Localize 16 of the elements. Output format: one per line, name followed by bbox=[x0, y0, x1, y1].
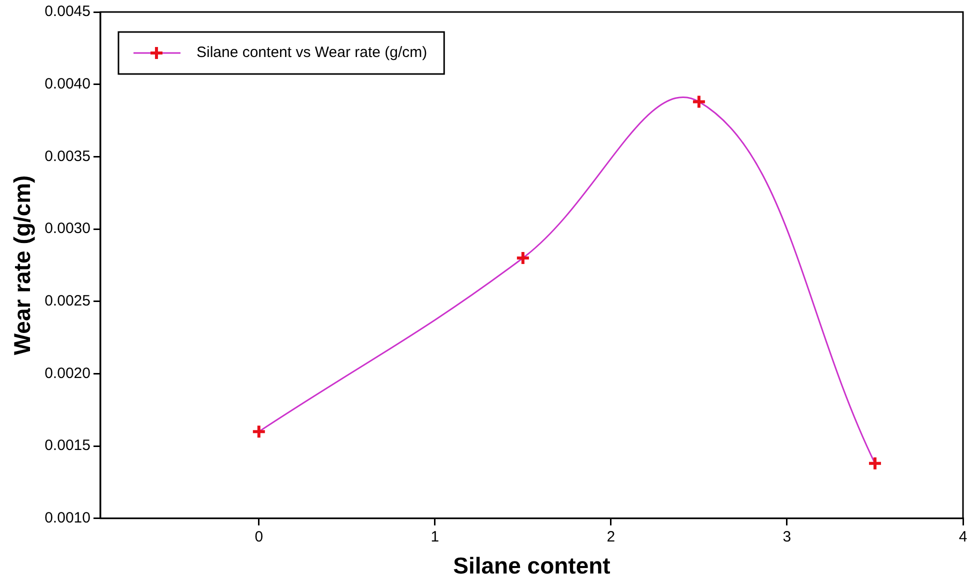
x-tick-label: 0 bbox=[254, 528, 264, 546]
y-tick-label: 0.0020 bbox=[44, 364, 90, 382]
y-tick-label: 0.0010 bbox=[44, 510, 90, 527]
y-tick-label: 0.0025 bbox=[44, 292, 90, 310]
x-tick-label: 1 bbox=[430, 528, 440, 546]
y-tick-label: 0.0035 bbox=[44, 148, 90, 165]
y-tick-label: 0.0030 bbox=[44, 220, 90, 238]
legend-label: Silane content vs Wear rate (g/cm) bbox=[196, 44, 428, 62]
x-tick-label: 2 bbox=[606, 528, 616, 546]
x-axis-title: Silane content bbox=[453, 552, 611, 579]
y-tick-label: 0.0040 bbox=[44, 75, 90, 92]
y-tick-label: 0.0015 bbox=[44, 437, 90, 454]
x-tick-label: 3 bbox=[782, 528, 792, 546]
y-axis-title: Wear rate (g/cm) bbox=[9, 175, 36, 356]
x-tick-label: 4 bbox=[958, 528, 968, 546]
y-tick-label: 0.0045 bbox=[44, 3, 90, 20]
